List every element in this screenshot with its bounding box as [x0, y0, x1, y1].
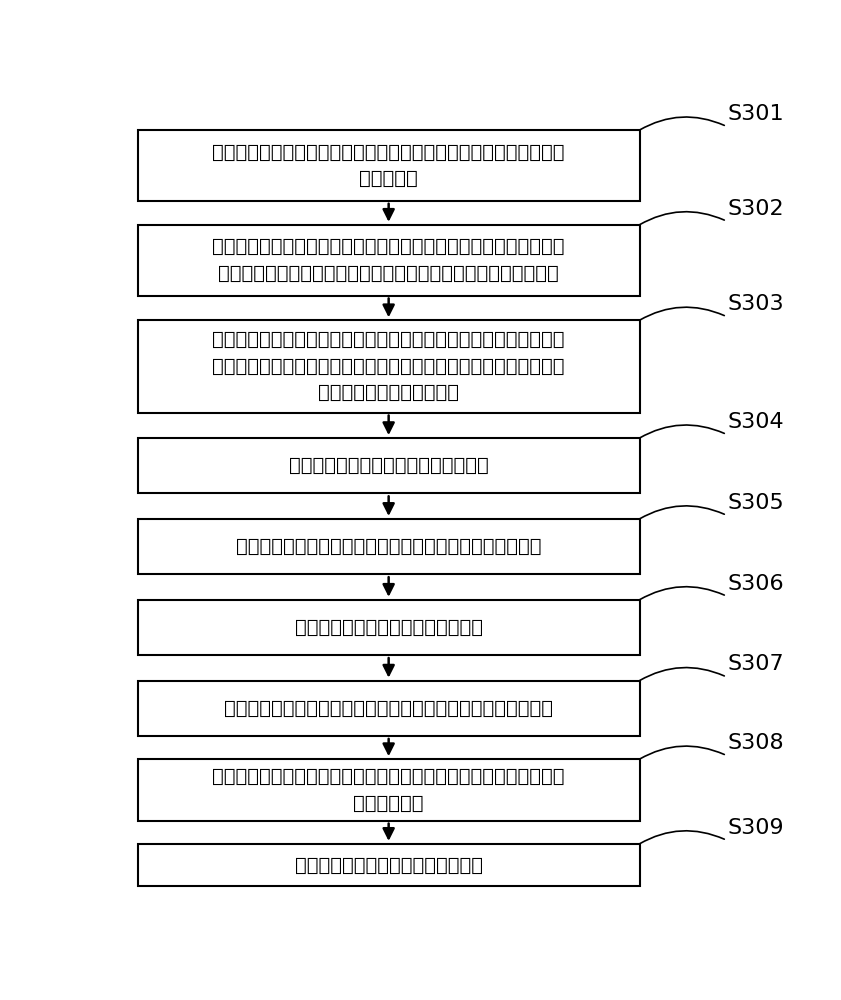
- Bar: [138, 519, 639, 574]
- Text: S301: S301: [727, 104, 784, 124]
- Text: 根据所述空调设定温度、所述室内温度、所述室外温度以及阳光照度
确定出风口目标温度，并根据出风口目标温度确定蒸发器目标温度: 根据所述空调设定温度、所述室内温度、所述室外温度以及阳光照度 确定出风口目标温度…: [213, 237, 565, 283]
- Bar: [138, 759, 639, 821]
- Text: 采集压缩机转速信号、高压管压力值: 采集压缩机转速信号、高压管压力值: [294, 618, 483, 637]
- Text: S308: S308: [727, 733, 784, 753]
- Bar: [138, 320, 639, 413]
- Bar: [138, 225, 639, 296]
- Text: S305: S305: [727, 493, 785, 513]
- Bar: [138, 600, 639, 655]
- Text: S309: S309: [727, 818, 784, 838]
- Text: 根据压缩机转速信号、发动机与压缩机的轮系比确定压缩机转速: 根据压缩机转速信号、发动机与压缩机的轮系比确定压缩机转速: [225, 699, 553, 718]
- Text: S304: S304: [727, 412, 784, 432]
- Text: 根据所述蒸发器目标温度、所述蒸发器表面温度、上一采集周期的蒸
发器目标温度、上一采集周期的蒸发器表面温度、上一采集周期的输
出电压，确定当前控制电压: 根据所述蒸发器目标温度、所述蒸发器表面温度、上一采集周期的蒸 发器目标温度、上一…: [213, 330, 565, 402]
- Text: S303: S303: [727, 294, 784, 314]
- Text: S306: S306: [727, 574, 784, 594]
- Bar: [138, 681, 639, 736]
- Bar: [138, 130, 639, 201]
- Text: S302: S302: [727, 199, 784, 219]
- Text: S307: S307: [727, 654, 784, 674]
- Text: 通过所述当前控制电压控制压缩机排量: 通过所述当前控制电压控制压缩机排量: [288, 456, 489, 475]
- Text: 获取空调设定温度，并采集室外温度、室内温度、阳光照度以及蒸发
器表面温度: 获取空调设定温度，并采集室外温度、室内温度、阳光照度以及蒸发 器表面温度: [213, 143, 565, 188]
- Text: 根据所述当前控制电压、所述高压管压力值、所述压缩机转速，确定
当前消耗扭矩: 根据所述当前控制电压、所述高压管压力值、所述压缩机转速，确定 当前消耗扭矩: [213, 767, 565, 813]
- Text: 在所述当前控制电压超出预设电压控制范围时，关闭压缩机: 在所述当前控制电压超出预设电压控制范围时，关闭压缩机: [235, 537, 542, 556]
- Text: 控制发动机以所述当前消耗扭矩工作: 控制发动机以所述当前消耗扭矩工作: [294, 855, 483, 874]
- Bar: [138, 438, 639, 493]
- Bar: [138, 844, 639, 886]
